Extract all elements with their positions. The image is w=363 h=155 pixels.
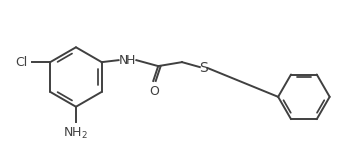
Text: S: S — [199, 61, 208, 75]
Text: Cl: Cl — [15, 56, 28, 69]
Text: N: N — [119, 54, 128, 67]
Text: NH$_2$: NH$_2$ — [64, 126, 89, 141]
Text: O: O — [149, 85, 159, 98]
Text: H: H — [126, 54, 135, 67]
